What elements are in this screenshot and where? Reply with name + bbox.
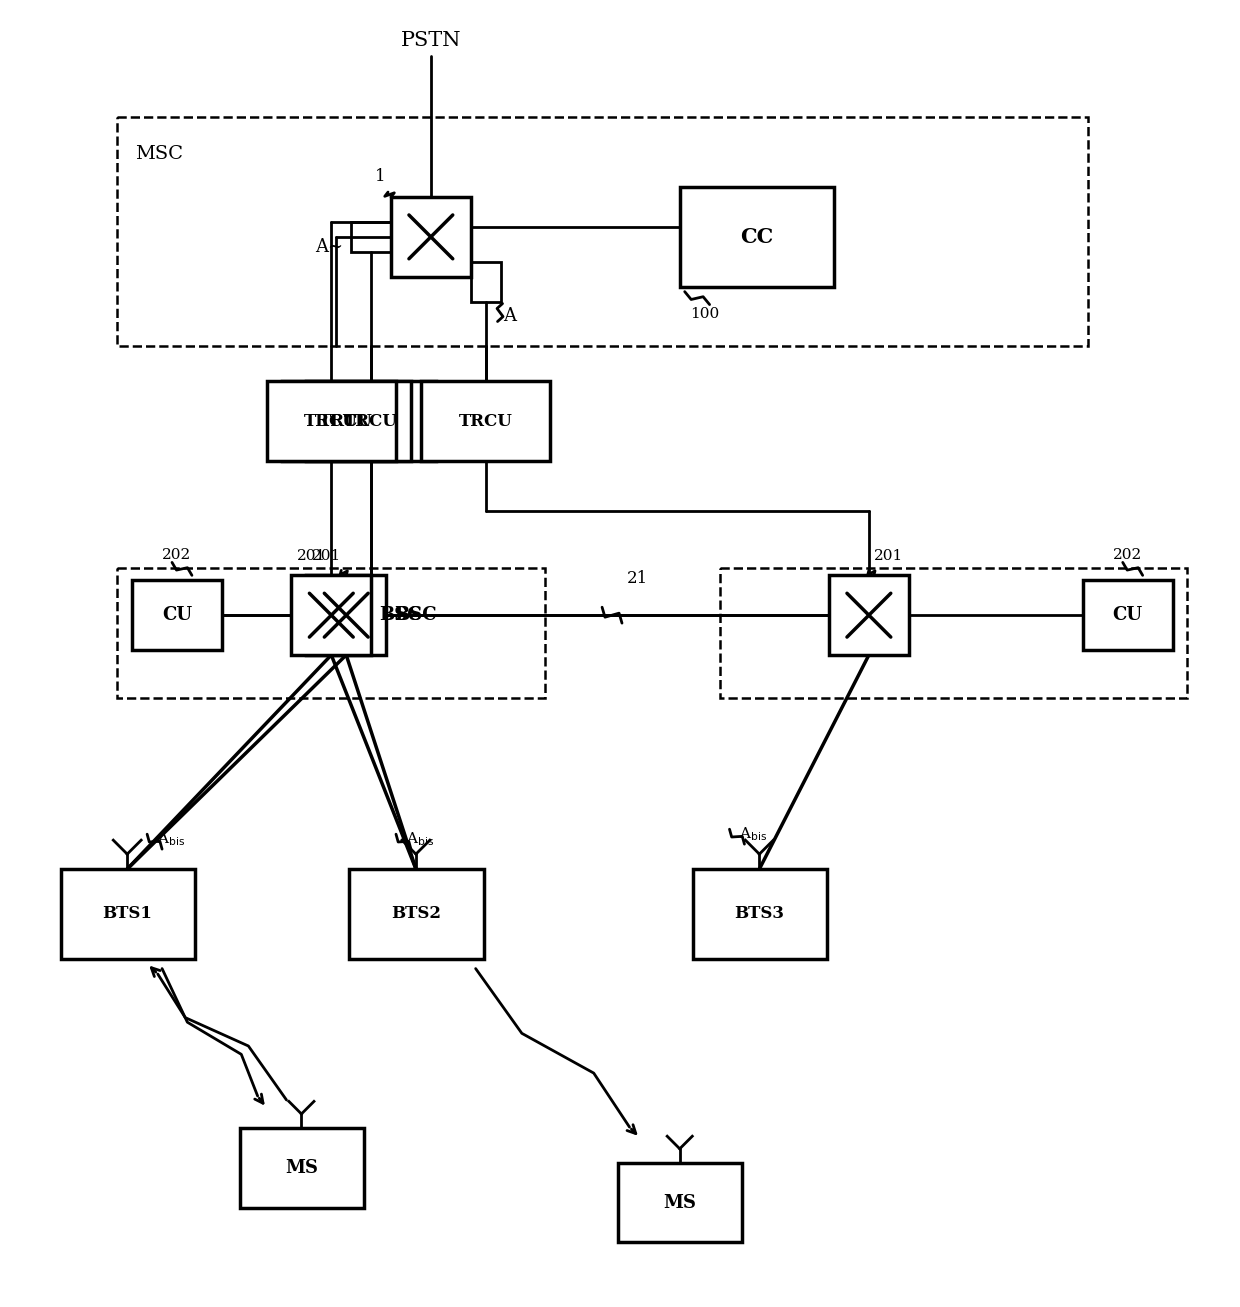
Text: A$_{\mathsf{bis}}$: A$_{\mathsf{bis}}$ [157, 830, 185, 848]
Text: BTS1: BTS1 [102, 906, 153, 923]
Text: A$_{\mathsf{bis}}$: A$_{\mathsf{bis}}$ [405, 830, 434, 848]
Bar [420, 382, 551, 461]
Bar [471, 261, 501, 302]
Text: TRCU: TRCU [319, 413, 373, 430]
Text: A$_{\mathsf{bis}}$: A$_{\mathsf{bis}}$ [739, 825, 768, 843]
Text: A: A [503, 307, 517, 324]
Text: 201: 201 [298, 549, 326, 563]
Bar [118, 118, 1087, 346]
Text: 202: 202 [162, 549, 192, 562]
Text: 100: 100 [689, 307, 719, 320]
Bar [351, 222, 391, 252]
Text: BSC: BSC [394, 606, 436, 625]
Bar [118, 569, 546, 698]
Text: CU: CU [162, 606, 192, 625]
Text: BSC: BSC [379, 606, 422, 625]
Bar [306, 575, 386, 655]
Bar [680, 187, 835, 286]
Text: BTS3: BTS3 [734, 906, 785, 923]
Bar [830, 575, 909, 655]
Text: BTS2: BTS2 [391, 906, 441, 923]
Bar [391, 197, 471, 277]
Bar [618, 1163, 743, 1243]
Text: MSC: MSC [135, 145, 184, 163]
Text: 21: 21 [627, 570, 649, 587]
Text: TRCU: TRCU [459, 413, 512, 430]
Bar [281, 382, 410, 461]
Bar [306, 382, 435, 461]
Bar [239, 1128, 365, 1208]
Text: TRCU: TRCU [304, 413, 358, 430]
Bar [1083, 580, 1173, 650]
Text: CU: CU [1112, 606, 1143, 625]
Bar [350, 869, 484, 958]
Text: 201: 201 [874, 549, 903, 563]
Text: TRCU: TRCU [345, 413, 398, 430]
Text: MS: MS [663, 1193, 696, 1212]
Bar [719, 569, 1188, 698]
Text: CC: CC [740, 227, 773, 247]
Bar [291, 575, 371, 655]
Text: MS: MS [285, 1159, 317, 1176]
Text: 1: 1 [376, 169, 386, 186]
Text: PSTN: PSTN [401, 31, 461, 50]
Text: 202: 202 [1114, 549, 1142, 562]
Text: 201: 201 [312, 549, 341, 563]
Text: A~: A~ [315, 238, 343, 256]
Bar [267, 382, 396, 461]
Bar [61, 869, 195, 958]
Bar [133, 580, 222, 650]
Bar [693, 869, 827, 958]
